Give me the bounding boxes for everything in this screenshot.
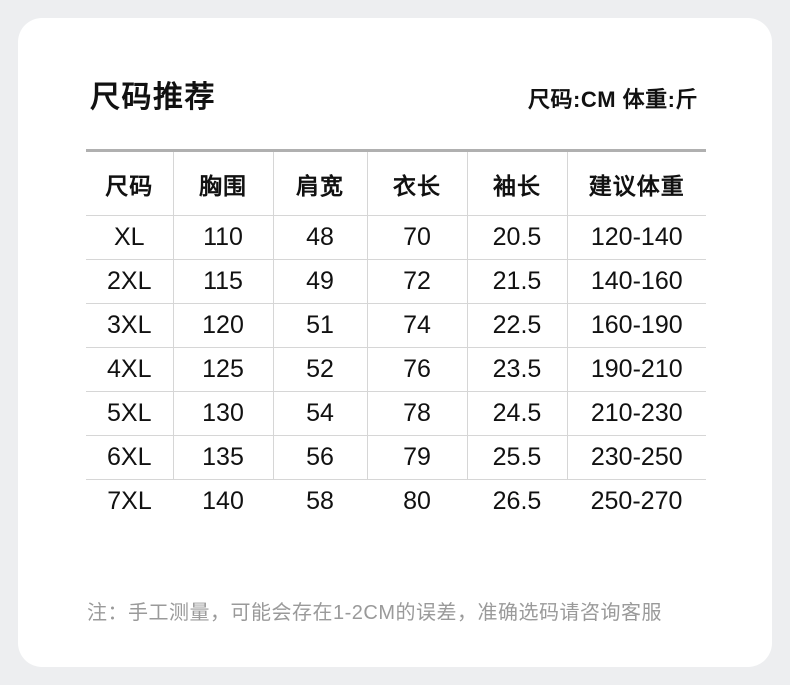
weight-cell: 250-270 (590, 487, 683, 516)
footer-note: 注：手工测量，可能会存在1-2CM的误差，准确选码请咨询客服 (87, 602, 663, 624)
column-header-length: 衣长 (367, 149, 468, 216)
shoulder-cell: 54 (273, 391, 368, 436)
page-title: 尺码推荐 (90, 81, 216, 114)
shoulder-cell: 58 (306, 487, 334, 516)
sleeve-cell: 26.5 (492, 487, 542, 516)
table-row: 7XL 140 58 80 26.5 250-270 (86, 480, 706, 524)
weight-cell: 230-250 (567, 435, 706, 480)
unit-legend: 尺码:CM 体重:斤 (528, 87, 698, 112)
column-header-chest: 胸围 (173, 149, 274, 216)
size-table: 尺码 胸围 肩宽 衣长 袖长 建议体重 XL 110 48 70 20.5 12… (86, 149, 706, 524)
weight-cell: 190-210 (567, 347, 706, 392)
size-cell: 6XL (86, 435, 174, 480)
chest-cell: 120 (173, 303, 274, 348)
length-cell: 76 (367, 347, 468, 392)
shoulder-cell: 56 (273, 435, 368, 480)
size-cell: 3XL (86, 303, 174, 348)
shoulder-cell: 52 (273, 347, 368, 392)
column-header-shoulder: 肩宽 (273, 149, 368, 216)
shoulder-cell: 51 (273, 303, 368, 348)
size-cell: 2XL (86, 259, 174, 304)
chest-cell: 115 (173, 259, 274, 304)
chest-cell: 110 (173, 215, 274, 260)
length-cell: 80 (403, 487, 431, 516)
chest-cell: 130 (173, 391, 274, 436)
length-cell: 74 (367, 303, 468, 348)
weight-cell: 210-230 (567, 391, 706, 436)
size-cell: XL (86, 215, 174, 260)
column-header-size: 尺码 (86, 149, 174, 216)
sleeve-cell: 25.5 (467, 435, 568, 480)
size-cell: 4XL (86, 347, 174, 392)
sleeve-cell: 23.5 (467, 347, 568, 392)
table-row: 2XL 115 49 72 21.5 140-160 (86, 259, 706, 304)
table-row: XL 110 48 70 20.5 120-140 (86, 215, 706, 260)
card-header: 尺码推荐 尺码:CM 体重:斤 (90, 80, 698, 116)
chest-cell: 125 (173, 347, 274, 392)
table-row: 4XL 125 52 76 23.5 190-210 (86, 347, 706, 392)
size-cell: 7XL (107, 487, 152, 516)
size-chart-card: 尺码推荐 尺码:CM 体重:斤 尺码 胸围 肩宽 衣长 袖长 建议体重 (18, 18, 772, 667)
length-cell: 79 (367, 435, 468, 480)
weight-cell: 140-160 (567, 259, 706, 304)
chest-cell: 140 (202, 487, 244, 516)
column-header-sleeve: 袖长 (467, 149, 568, 216)
weight-cell: 120-140 (567, 215, 706, 260)
weight-cell: 160-190 (567, 303, 706, 348)
table-row: 3XL 120 51 74 22.5 160-190 (86, 303, 706, 348)
table-row: 5XL 130 54 78 24.5 210-230 (86, 391, 706, 436)
size-cell: 5XL (86, 391, 174, 436)
sleeve-cell: 20.5 (467, 215, 568, 260)
column-header-weight: 建议体重 (567, 149, 706, 216)
table-header-row: 尺码 胸围 肩宽 衣长 袖长 建议体重 (86, 149, 706, 216)
length-cell: 70 (367, 215, 468, 260)
table-row: 6XL 135 56 79 25.5 230-250 (86, 435, 706, 480)
sleeve-cell: 24.5 (467, 391, 568, 436)
length-cell: 78 (367, 391, 468, 436)
shoulder-cell: 49 (273, 259, 368, 304)
sleeve-cell: 21.5 (467, 259, 568, 304)
shoulder-cell: 48 (273, 215, 368, 260)
chest-cell: 135 (173, 435, 274, 480)
length-cell: 72 (367, 259, 468, 304)
sleeve-cell: 22.5 (467, 303, 568, 348)
